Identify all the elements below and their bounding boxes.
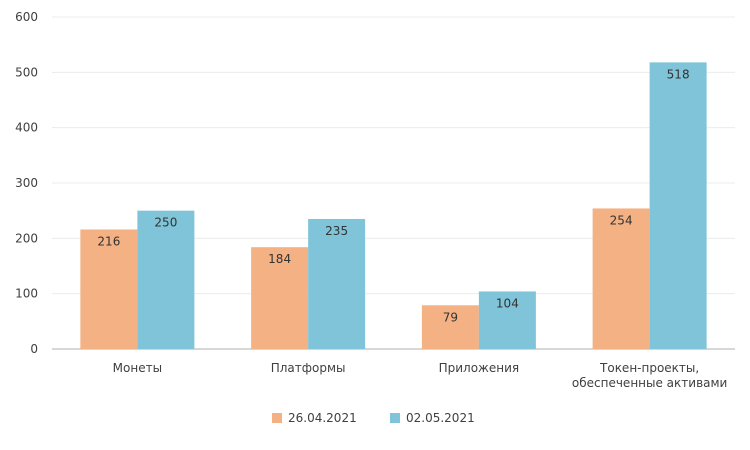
data-label: 518 — [667, 67, 690, 81]
data-label: 254 — [610, 213, 633, 227]
data-label: 216 — [97, 234, 120, 248]
data-label: 184 — [268, 252, 291, 266]
value-labels: 216 250 184 235 79 104 254 518 — [97, 67, 689, 324]
x-tick-label: Монеты — [113, 361, 162, 375]
x-tick-label: Токен-проекты, обеспеченные активами — [572, 361, 727, 390]
legend-swatch — [272, 413, 282, 423]
y-tick-label: 500 — [15, 65, 38, 79]
x-tick-label: Платформы — [271, 361, 346, 375]
y-tick-label: 100 — [15, 287, 38, 301]
x-axis-categories: Монеты Платформы Приложения Токен-проекты, о… — [113, 361, 728, 390]
bar — [137, 210, 195, 349]
legend: 26.04.2021 02.05.2021 — [272, 411, 475, 425]
bar — [308, 218, 366, 349]
data-label: 79 — [443, 310, 458, 324]
bars — [80, 62, 707, 350]
y-tick-label: 300 — [15, 176, 38, 190]
legend-label: 26.04.2021 — [288, 411, 357, 425]
bar — [80, 229, 138, 349]
data-label: 104 — [496, 296, 519, 310]
y-tick-label: 200 — [15, 231, 38, 245]
bar — [649, 62, 707, 350]
y-tick-label: 400 — [15, 121, 38, 135]
data-label: 250 — [154, 216, 177, 230]
y-tick-label: 600 — [15, 10, 38, 24]
legend-item: 02.05.2021 — [390, 411, 475, 425]
legend-label: 02.05.2021 — [406, 411, 475, 425]
bar — [421, 305, 479, 349]
bar — [251, 247, 309, 349]
legend-swatch — [390, 413, 400, 423]
x-tick-label: Приложения — [439, 361, 520, 375]
bar — [592, 208, 650, 349]
data-label: 235 — [325, 224, 348, 238]
y-tick-label: 0 — [30, 342, 38, 356]
legend-item: 26.04.2021 — [272, 411, 357, 425]
bar — [478, 291, 536, 349]
